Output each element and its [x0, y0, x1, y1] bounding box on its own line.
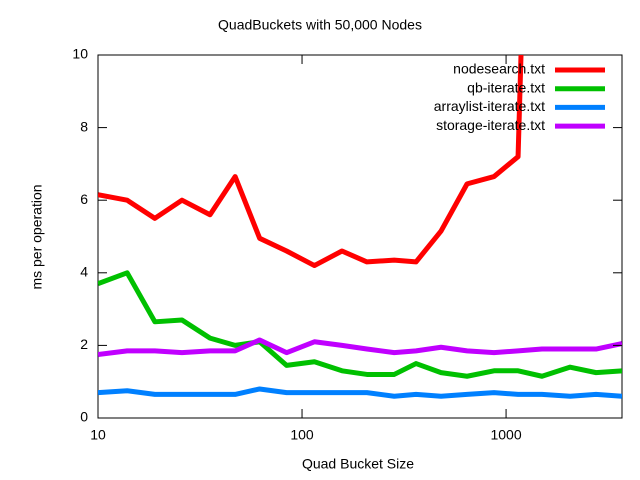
x-axis-label: Quad Bucket Size: [302, 456, 414, 472]
chart-title: QuadBuckets with 50,000 Nodes: [218, 17, 422, 33]
y-tick-label: 10: [72, 46, 88, 62]
series-line: [98, 55, 524, 269]
legend-label: nodesearch.txt: [453, 61, 545, 77]
y-tick-label: 8: [80, 118, 88, 134]
y-tick-label: 2: [80, 336, 88, 352]
y-tick-label: 0: [80, 409, 88, 425]
legend-label: storage-iterate.txt: [436, 117, 545, 133]
y-tick-label: 6: [80, 191, 88, 207]
x-tick-label: 100: [290, 427, 314, 443]
y-tick-label: 4: [80, 264, 88, 280]
legend-label: arraylist-iterate.txt: [434, 98, 545, 114]
plot-frame: [97, 54, 623, 419]
series-line: [98, 386, 622, 399]
legend-label: qb-iterate.txt: [467, 79, 545, 95]
series-line: [98, 337, 622, 357]
series-line: [98, 270, 622, 379]
x-tick-label: 1000: [490, 427, 521, 443]
plot-lines: [98, 55, 622, 399]
x-tick-label: 10: [90, 427, 106, 443]
y-axis-label: ms per operation: [29, 184, 45, 289]
